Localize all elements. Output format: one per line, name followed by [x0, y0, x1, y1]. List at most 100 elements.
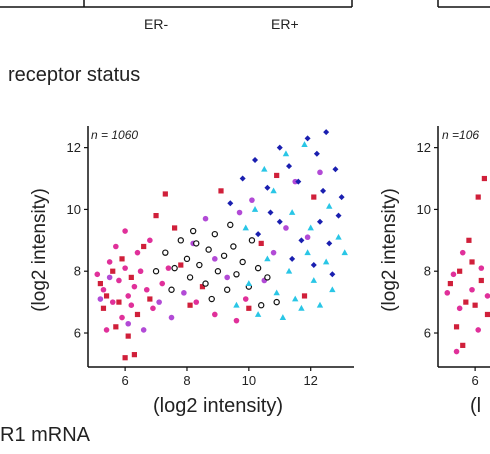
right-point-s1-7: [475, 327, 482, 333]
left-point-s1-10: [125, 293, 132, 299]
left-point-s1-4: [116, 277, 122, 284]
left-point-s5-18: [270, 187, 277, 194]
right-point-s0-8: [475, 194, 481, 200]
left-point-s0-7: [134, 311, 141, 318]
right-point-s0-9: [481, 175, 487, 182]
left-point-s2-8: [202, 215, 209, 222]
left-point-s4-4: [276, 144, 283, 151]
left-point-s3-11: [220, 252, 228, 259]
left-point-s4-5: [286, 163, 293, 170]
left-point-s3-7: [202, 280, 209, 287]
left-point-s3-6: [196, 261, 203, 269]
right-axes: 6 8 10 12 6: [417, 126, 490, 388]
receptor-status-label: receptor status: [8, 64, 141, 86]
left-point-s0-8: [125, 333, 131, 339]
left-point-s3-21: [152, 268, 160, 275]
left-y-tick-label-12: 12: [67, 140, 81, 155]
left-x-tick-label-6: 6: [121, 373, 128, 388]
left-point-s0-16: [187, 302, 193, 308]
left-point-s3-26: [258, 302, 265, 309]
left-point-s2-0: [97, 296, 104, 302]
left-point-s1-0: [94, 271, 101, 278]
left-point-s5-3: [264, 255, 271, 262]
left-point-s4-19: [267, 209, 274, 216]
left-point-s4-11: [332, 166, 339, 173]
left-point-s5-1: [245, 280, 253, 286]
left-point-s1-12: [143, 286, 150, 293]
left-point-s4-12: [335, 212, 342, 219]
right-y-axis-label: (log2 intensity): [379, 188, 400, 312]
left-point-s5-14: [335, 233, 342, 240]
left-point-s2-2: [125, 320, 132, 327]
left-point-s4-13: [326, 240, 333, 247]
right-point-s0-4: [478, 277, 484, 284]
left-point-s4-9: [323, 129, 330, 136]
left-point-s3-10: [214, 268, 222, 275]
left-point-s3-0: [162, 249, 169, 256]
left-point-s4-17: [289, 255, 296, 262]
left-point-s4-18: [276, 218, 283, 225]
right-x-tick-label-6: 6: [471, 373, 478, 388]
left-point-s0-12: [153, 213, 159, 219]
left-n-label: n = 1060: [91, 128, 138, 142]
right-y-tick-label-10: 10: [417, 202, 431, 217]
right-x-axis-label-partial: (l: [470, 395, 481, 417]
left-point-s0-2: [110, 268, 116, 274]
left-point-s1-23: [242, 296, 249, 302]
left-point-s0-23: [274, 172, 280, 179]
left-point-s3-15: [239, 258, 246, 266]
left-point-s1-17: [122, 228, 128, 234]
left-point-s1-20: [193, 299, 200, 305]
left-x-tick-label-8: 8: [183, 373, 190, 388]
left-point-s4-2: [252, 156, 259, 163]
right-point-s0-3: [469, 259, 475, 265]
left-point-s0-15: [178, 262, 184, 268]
left-point-s5-20: [301, 141, 308, 147]
left-point-s1-2: [106, 259, 113, 265]
left-point-s1-19: [165, 265, 172, 271]
left-point-s5-0: [233, 301, 240, 308]
left-point-s4-21: [338, 194, 345, 201]
left-point-s4-1: [239, 175, 246, 182]
left-point-s3-23: [189, 227, 197, 235]
right-point-s1-3: [469, 286, 475, 293]
left-point-s2-14: [270, 249, 277, 256]
left-point-s5-24: [326, 202, 333, 209]
left-point-s3-4: [186, 274, 194, 281]
left-point-s2-17: [304, 234, 311, 241]
left-point-s1-3: [109, 299, 116, 305]
left-point-s2-1: [106, 274, 113, 281]
right-point-s0-0: [447, 280, 453, 287]
left-point-s0-14: [172, 225, 178, 231]
left-point-s2-16: [292, 178, 299, 185]
left-x-tick-label-10: 10: [242, 373, 256, 388]
left-point-s4-16: [298, 237, 305, 244]
left-point-s4-7: [304, 135, 311, 142]
left-point-s5-2: [254, 311, 262, 317]
right-point-s1-1: [450, 271, 457, 278]
left-point-s4-0: [227, 200, 234, 207]
left-point-s2-12: [249, 197, 255, 203]
right-data-points: [444, 175, 490, 355]
left-y-tick-label-10: 10: [67, 202, 81, 217]
left-point-s2-4: [156, 299, 162, 305]
top-category-er-neg: ER-: [144, 16, 169, 32]
left-point-s0-10: [141, 243, 147, 250]
right-y-tick-label-8: 8: [424, 264, 431, 279]
left-point-s5-13: [329, 286, 336, 293]
left-point-s5-9: [304, 249, 311, 256]
right-point-s1-5: [484, 293, 490, 299]
left-point-s1-16: [113, 243, 119, 250]
left-point-s4-15: [310, 262, 317, 269]
top-fragment-axes: [0, 0, 490, 8]
left-point-s3-13: [230, 243, 237, 250]
left-point-s3-3: [183, 255, 191, 263]
left-point-s1-11: [103, 327, 110, 333]
left-point-s5-5: [279, 314, 287, 320]
left-point-s2-18: [317, 169, 323, 176]
left-point-s2-3: [140, 327, 147, 333]
left-point-s4-20: [255, 231, 262, 238]
left-x-axis-label: (log2 intensity): [153, 395, 283, 417]
